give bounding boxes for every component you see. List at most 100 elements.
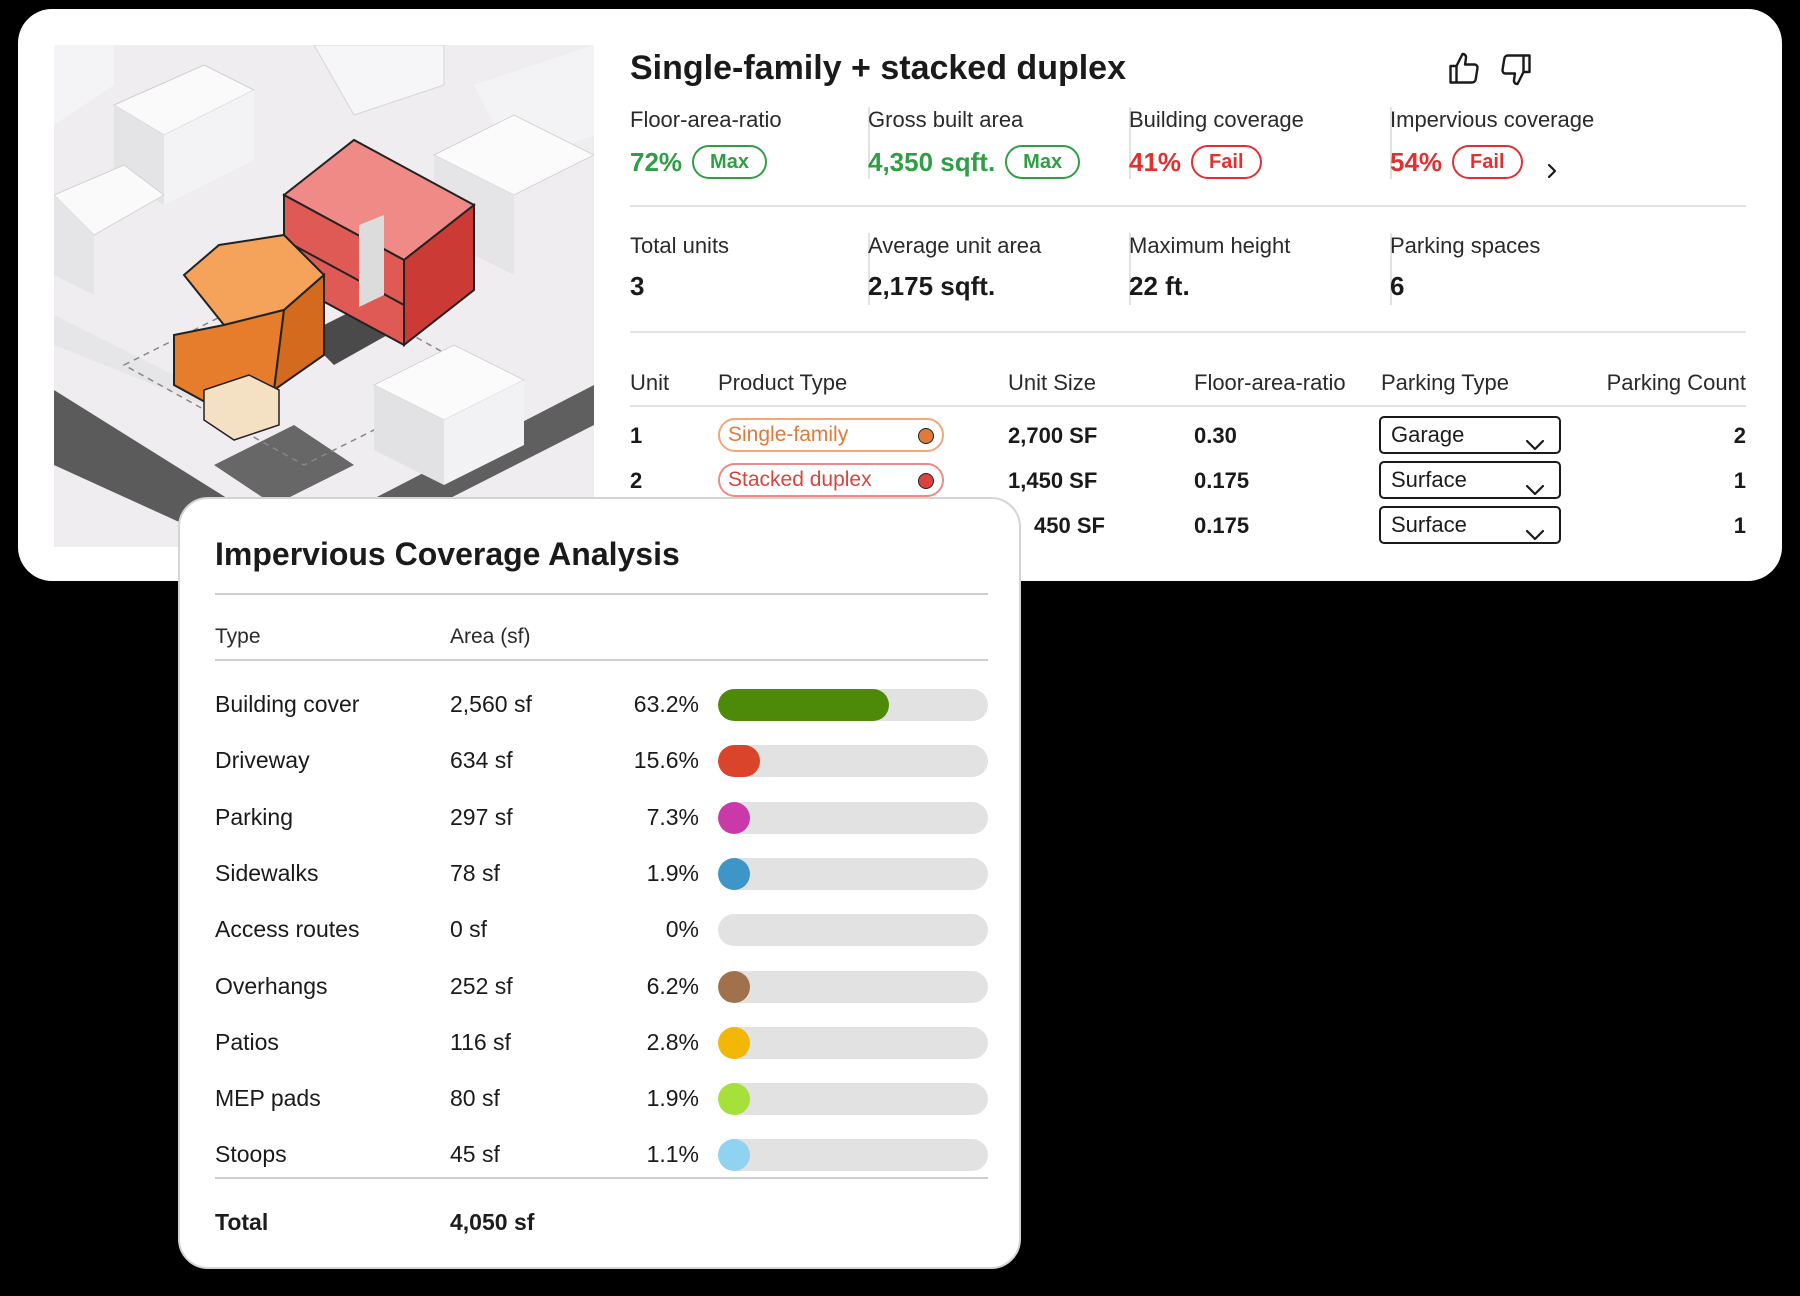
cell-far: 0.175: [1194, 513, 1250, 538]
divider: [1390, 233, 1392, 305]
thumbs-down-icon[interactable]: [1498, 51, 1534, 87]
metric-label: Gross built area: [868, 107, 1024, 132]
cell-unit-size: 2,700 SF: [1008, 423, 1098, 448]
coverage-bar-fill: [718, 970, 750, 1003]
coverage-bar-track: [718, 914, 988, 947]
col-header-product-type: Product Type: [718, 370, 848, 395]
metric-value: 4,350 sqft.: [868, 146, 996, 177]
total-value: 4,050 sf: [450, 1209, 535, 1235]
coverage-type: Access routes: [215, 916, 360, 943]
parking-type-value: Surface: [1391, 512, 1467, 537]
coverage-area: 252 sf: [450, 972, 513, 999]
col-header-parking-count: Parking Count: [1606, 370, 1746, 395]
divider: [215, 1177, 988, 1179]
product-type-chip[interactable]: Single-family: [718, 418, 944, 452]
metric-label: Floor-area-ratio: [630, 107, 782, 132]
parking-type-select[interactable]: Garage: [1379, 416, 1561, 454]
divider: [630, 405, 1746, 407]
metric-gross-built-area: Gross built area 4,350 sqft. Max: [868, 107, 1081, 179]
col-header-unit: Unit: [630, 370, 670, 395]
coverage-percent: 2.8%: [646, 1028, 699, 1055]
coverage-bar-track: [718, 745, 988, 778]
scheme-card: Single-family + stacked duplex Floor-are…: [18, 9, 1782, 581]
compliance-metrics: Floor-area-ratio 72% Max Gross built are…: [630, 107, 1746, 197]
cell-parking-count: 1: [1733, 468, 1746, 493]
stat-label: Total units: [630, 233, 730, 258]
coverage-bar-track: [718, 1139, 988, 1172]
chevron-down-icon: [1525, 518, 1545, 541]
coverage-bar-track: [718, 970, 988, 1003]
coverage-bar-track: [718, 1026, 988, 1059]
coverage-percent: 7.3%: [646, 803, 699, 830]
site-massing-illustration: [54, 45, 594, 547]
coverage-area: 0 sf: [450, 916, 488, 943]
col-header-floor-area-ratio: Floor-area-ratio: [1194, 370, 1346, 395]
cell-parking-count: 1: [1733, 513, 1746, 538]
coverage-area: 634 sf: [450, 747, 513, 774]
coverage-bar-fill: [718, 1139, 750, 1172]
coverage-type: Driveway: [215, 747, 310, 774]
metric-impervious-coverage: Impervious coverage 54% Fail: [1390, 107, 1594, 179]
coverage-area: 78 sf: [450, 859, 500, 886]
metric-label: Building coverage: [1129, 107, 1304, 132]
metric-value: 54%: [1390, 146, 1443, 177]
stat-value: 2,175 sqft.: [868, 271, 996, 301]
metric-floor-area-ratio: Floor-area-ratio 72% Max: [630, 107, 782, 179]
parking-type-select[interactable]: Surface: [1379, 461, 1561, 499]
coverage-type: Parking: [215, 803, 293, 830]
stat-label: Parking spaces: [1390, 233, 1541, 258]
divider: [215, 659, 988, 661]
coverage-area: 45 sf: [450, 1141, 500, 1168]
cell-unit-size: 1,450 SF: [1008, 468, 1098, 493]
status-badge: Fail: [1452, 145, 1523, 179]
coverage-bar-track: [718, 1083, 988, 1116]
cell-far: 0.30: [1194, 423, 1237, 448]
coverage-percent: 1.9%: [646, 859, 699, 886]
cell-unit: 2: [630, 468, 643, 493]
divider: [868, 233, 870, 305]
divider: [215, 593, 988, 595]
coverage-percent: 15.6%: [633, 747, 699, 774]
scheme-stats: Total units 3 Average unit area 2,175 sq…: [630, 233, 1746, 323]
color-dot-icon: [918, 428, 934, 444]
status-badge: Max: [1005, 145, 1081, 179]
coverage-bar-track: [718, 857, 988, 890]
stat-parking-spaces: Parking spaces 6: [1390, 233, 1540, 302]
parking-type-select[interactable]: Surface: [1379, 506, 1561, 544]
chevron-right-icon[interactable]: [1542, 161, 1562, 181]
product-type-label: Stacked duplex: [728, 468, 872, 491]
scheme-title: Single-family + stacked duplex: [630, 49, 1127, 87]
divider: [868, 107, 870, 179]
col-header-area: Area (sf): [450, 625, 531, 648]
coverage-area: 116 sf: [450, 1028, 511, 1055]
coverage-bar-fill: [718, 1026, 750, 1059]
coverage-type: Patios: [215, 1028, 279, 1055]
panel-title: Impervious Coverage Analysis: [215, 536, 680, 572]
stat-average-unit-area: Average unit area 2,175 sqft.: [868, 233, 1041, 302]
coverage-type: Building cover: [215, 691, 360, 717]
thumbs-up-icon[interactable]: [1446, 51, 1482, 87]
coverage-percent: 1.1%: [646, 1141, 699, 1168]
product-type-chip[interactable]: Stacked duplex: [718, 463, 944, 497]
coverage-type: Sidewalks: [215, 859, 319, 886]
stat-total-units: Total units 3: [630, 233, 729, 302]
parking-type-value: Surface: [1391, 467, 1467, 492]
divider: [1390, 107, 1392, 179]
coverage-bar-track: [718, 689, 988, 721]
coverage-percent: 6.2%: [646, 972, 699, 999]
stat-label: Maximum height: [1129, 233, 1291, 258]
col-header-parking-type: Parking Type: [1381, 370, 1510, 395]
color-dot-icon: [918, 473, 934, 489]
chevron-down-icon: [1525, 428, 1545, 451]
parking-type-value: Garage: [1391, 422, 1465, 447]
chevron-down-icon: [1525, 473, 1545, 496]
divider: [1129, 233, 1131, 305]
stat-value: 6: [1390, 271, 1405, 301]
divider: [630, 205, 1746, 207]
coverage-area: 2,560 sf: [450, 691, 532, 717]
stat-maximum-height: Maximum height 22 ft.: [1129, 233, 1290, 302]
metric-label: Impervious coverage: [1390, 107, 1595, 132]
cell-far: 0.175: [1194, 468, 1250, 493]
status-badge: Max: [692, 145, 767, 179]
status-badge: Fail: [1191, 145, 1262, 179]
